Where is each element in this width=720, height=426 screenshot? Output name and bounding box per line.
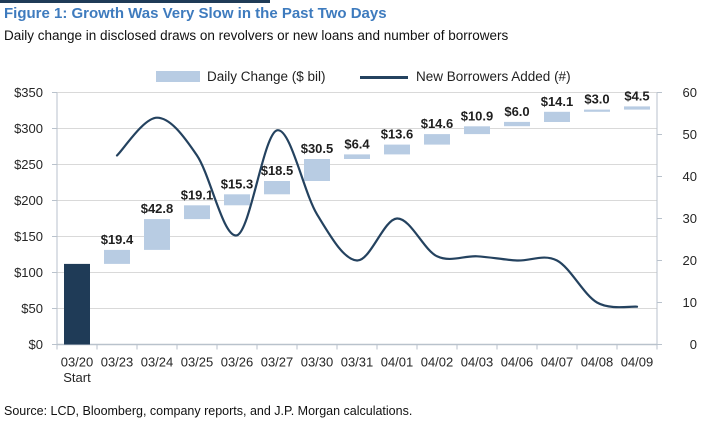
right-axis-tick-label: 0 (690, 337, 697, 352)
bar-label-03-24: $42.8 (141, 201, 174, 216)
bar-04-02 (424, 134, 450, 145)
x-axis-label-03-20: 03/20 (61, 355, 94, 370)
x-axis-label-03-30: 03/30 (301, 355, 334, 370)
daily-change-swatch-icon (156, 71, 200, 82)
bar-label-04-01: $13.6 (381, 127, 414, 142)
figure-subtitle: Daily change in disclosed draws on revol… (4, 28, 509, 43)
left-axis-tick-label: $200 (14, 193, 43, 208)
x-axis-label-04-03: 04/03 (461, 355, 494, 370)
figure-title: Figure 1: Growth Was Very Slow in the Pa… (4, 5, 387, 22)
right-axis-tick-label: 30 (683, 211, 697, 226)
bar-03-24 (144, 219, 170, 250)
x-axis-start-sublabel: Start (63, 370, 91, 385)
right-axis-tick-label: 10 (683, 295, 697, 310)
x-axis-label-03-25: 03/25 (181, 355, 214, 370)
source-note: Source: LCD, Bloomberg, company reports,… (4, 404, 413, 418)
x-axis-label-04-01: 04/01 (381, 355, 414, 370)
new-borrowers-line-swatch-icon (360, 76, 408, 79)
x-axis-label-04-08: 04/08 (581, 355, 614, 370)
left-axis-tick-label: $150 (14, 229, 43, 244)
bar-label-04-02: $14.6 (421, 116, 454, 131)
bar-label-04-08: $3.0 (584, 92, 609, 107)
legend-bar-label: Daily Change ($ bil) (207, 69, 326, 84)
bar-03-23 (104, 249, 130, 264)
x-axis-label-04-07: 04/07 (541, 355, 574, 370)
bar-03-30 (304, 159, 330, 181)
left-axis-tick-label: $300 (14, 121, 43, 136)
right-axis-tick-label: 50 (683, 127, 697, 142)
bar-03-25 (184, 205, 210, 220)
legend-line-label: New Borrowers Added (#) (416, 69, 571, 84)
bar-label-03-31: $6.4 (344, 136, 370, 151)
left-axis-tick-label: $350 (14, 85, 43, 100)
bar-04-07 (544, 111, 570, 122)
left-axis-tick-label: $100 (14, 265, 43, 280)
right-axis-tick-label: 40 (683, 169, 697, 184)
x-axis-label-03-26: 03/26 (221, 355, 254, 370)
x-axis-label-03-31: 03/31 (341, 355, 374, 370)
bar-label-04-06: $6.0 (504, 104, 529, 119)
bar-03-27 (264, 181, 290, 195)
top-border-strip (0, 0, 270, 3)
bar-label-04-09: $4.5 (624, 88, 649, 103)
bar-03-20 (64, 263, 90, 345)
x-axis-label-04-02: 04/02 (421, 355, 454, 370)
bar-label-04-07: $14.1 (541, 94, 574, 109)
bar-label-03-23: $19.4 (101, 232, 134, 247)
left-axis-tick-label: $250 (14, 157, 43, 172)
left-axis-tick-label: $0 (29, 337, 43, 352)
bar-label-03-26: $15.3 (221, 176, 254, 191)
bar-04-03 (464, 126, 490, 135)
borrowers-line (115, 116, 639, 309)
bar-label-03-30: $30.5 (301, 141, 334, 156)
left-axis-tick-label: $50 (21, 301, 43, 316)
bar-04-06 (504, 121, 530, 127)
bar-03-26 (224, 194, 250, 206)
bar-03-31 (344, 154, 370, 159)
x-axis-label-04-09: 04/09 (621, 355, 654, 370)
x-axis-label-03-24: 03/24 (141, 355, 174, 370)
right-axis-tick-label: 60 (683, 85, 697, 100)
bar-04-09 (624, 106, 650, 110)
x-axis-label-03-23: 03/23 (101, 355, 134, 370)
x-axis-label-04-06: 04/06 (501, 355, 534, 370)
bar-04-01 (384, 144, 410, 155)
bar-label-04-03: $10.9 (461, 108, 494, 123)
bar-04-08 (584, 109, 610, 112)
bar-label-03-25: $19.1 (181, 187, 214, 202)
right-axis-tick-label: 20 (683, 253, 697, 268)
bar-label-03-27: $18.5 (261, 163, 294, 178)
x-axis-label-03-27: 03/27 (261, 355, 294, 370)
